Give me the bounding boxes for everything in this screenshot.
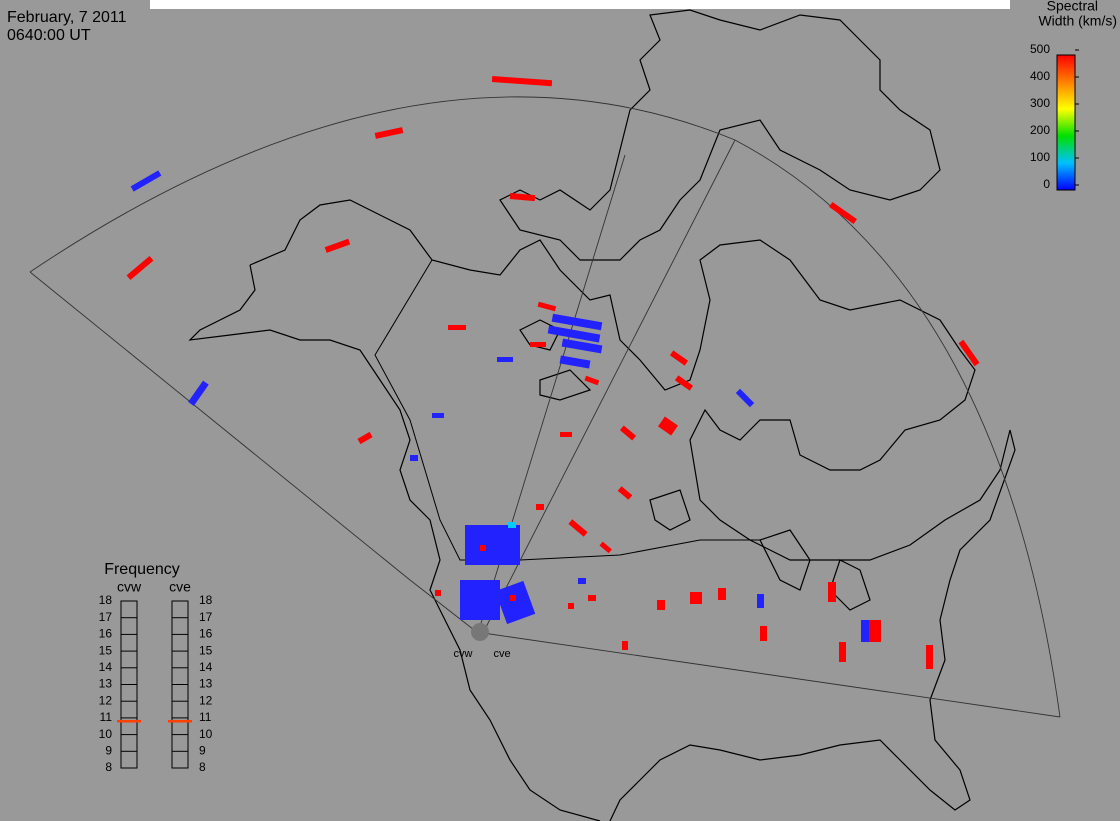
colorbar-tick-label: 100 (1030, 150, 1050, 164)
site-label: cvw (454, 648, 473, 660)
frequency-tick-label: 9 (199, 743, 206, 757)
frequency-title: Frequency (104, 561, 180, 578)
frequency-tick-label: 16 (99, 627, 113, 641)
frequency-tick-label: 14 (99, 660, 113, 674)
colorbar (1056, 54, 1076, 191)
frequency-tick-label: 10 (199, 727, 213, 741)
frequency-tick-label: 15 (99, 643, 113, 657)
colorbar-title: Width (km/s) (1038, 13, 1117, 29)
frequency-tick-label: 11 (100, 710, 113, 724)
borders (374, 259, 760, 561)
frequency-tick-label: 16 (199, 627, 213, 641)
top-strip (150, 0, 1010, 9)
time: 0640:00 UT (7, 27, 91, 44)
field-of-view (29, 96, 1061, 718)
frequency-tick-label: 18 (199, 593, 213, 607)
radar-name: cve (169, 579, 191, 595)
frequency-tick-label: 17 (99, 610, 113, 624)
radar-site (471, 623, 489, 641)
frequency-tick-label: 11 (199, 710, 212, 724)
frequency-tick-label: 9 (105, 743, 112, 757)
colorbar-tick-label: 0 (1043, 177, 1050, 191)
frequency-tick-label: 10 (99, 727, 113, 741)
frequency-tick-label: 17 (199, 610, 213, 624)
radar-name: cvw (117, 579, 142, 595)
frequency-tick-label: 12 (199, 693, 213, 707)
colorbar-tick-label: 200 (1030, 123, 1050, 137)
colorbar-tick-label: 300 (1030, 96, 1050, 110)
colorbar-tick-label: 500 (1030, 42, 1050, 56)
frequency-tick-label: 18 (99, 593, 113, 607)
frequency-tick-label: 8 (199, 760, 206, 774)
frequency-tick-label: 14 (199, 660, 213, 674)
site-label: cve (493, 648, 510, 660)
frequency-tick-label: 13 (199, 677, 213, 691)
frequency-tick-label: 13 (99, 677, 113, 691)
frequency-panel: cvw 8 9 10 11 12 13 14 15 16 17 18 cve 8 9 10 11 12 13 14 15… (99, 579, 213, 774)
frequency-tick-label: 15 (199, 643, 213, 657)
date: February, 7 2011 (7, 9, 127, 26)
colorbar-ticks: 0 100 200 300 400 500 (1030, 42, 1079, 191)
coastlines (188, 9, 1016, 821)
frequency-tick-label: 8 (105, 760, 112, 774)
frequency-tick-label: 12 (99, 693, 113, 707)
colorbar-tick-label: 400 (1030, 69, 1050, 83)
colorbar-title: Spectral (1047, 0, 1098, 14)
echoes (126, 76, 980, 669)
